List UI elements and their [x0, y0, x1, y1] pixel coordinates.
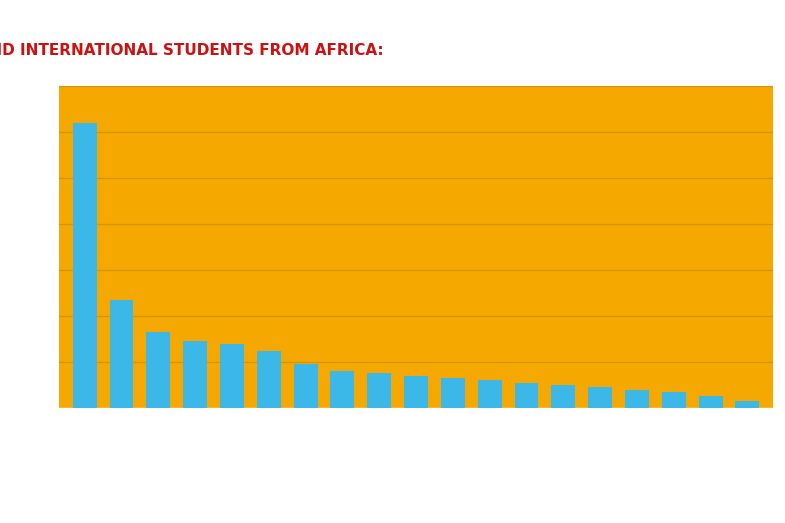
Bar — [404, 376, 428, 408]
Bar — [588, 387, 612, 408]
Bar — [441, 378, 465, 408]
Bar — [514, 383, 539, 408]
Bar — [330, 371, 354, 408]
Bar — [73, 123, 97, 408]
Bar — [220, 344, 244, 408]
Bar — [257, 350, 281, 408]
Bar — [699, 396, 723, 408]
Bar — [109, 300, 133, 408]
Bar — [367, 373, 391, 408]
Bar — [183, 342, 207, 408]
Text: INBOUND INTERNATIONAL STUDENTS FROM AFRICA:: INBOUND INTERNATIONAL STUDENTS FROM AFRI… — [0, 43, 389, 59]
Bar — [662, 392, 686, 408]
Bar — [625, 390, 649, 408]
Bar — [294, 365, 318, 408]
Bar — [551, 385, 575, 408]
Text: Source: Unesco. Note: Top 20 does not include countries
for which there are no d: Source: Unesco. Note: Top 20 does not in… — [415, 481, 684, 502]
Y-axis label: 000s: 000s — [2, 229, 15, 266]
Bar — [478, 380, 502, 408]
Text: TOP 20 COUNTRIES IN 2019: TOP 20 COUNTRIES IN 2019 — [396, 43, 633, 59]
Bar — [736, 401, 759, 408]
Bar — [146, 332, 170, 408]
